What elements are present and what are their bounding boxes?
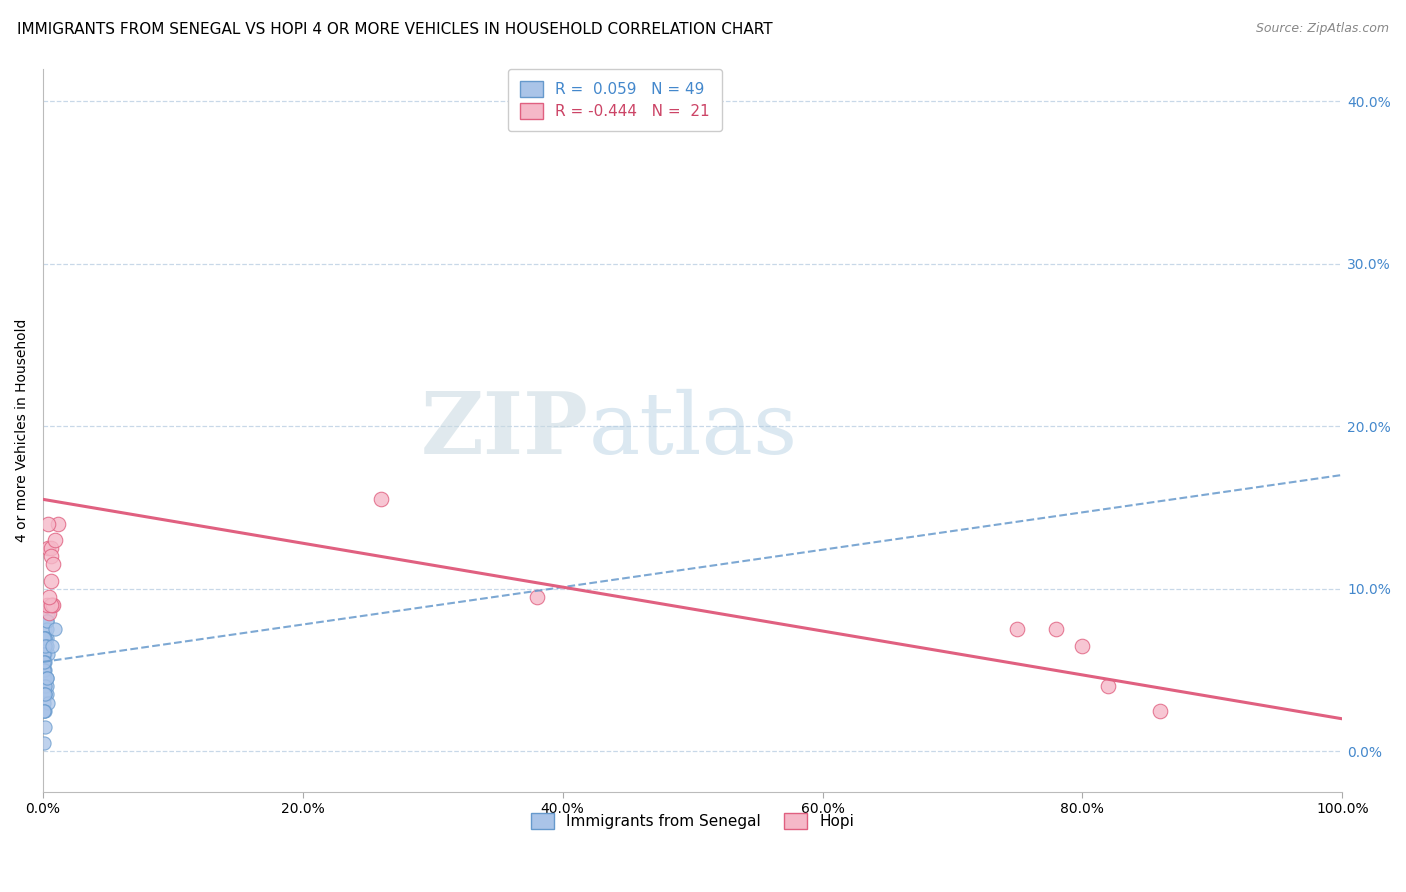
- Point: [35, 671, 58, 685]
- Point: [32, 655, 55, 669]
- Point: [1007, 623, 1029, 637]
- Point: [44, 623, 66, 637]
- Point: [35, 598, 58, 612]
- Point: [34, 687, 56, 701]
- Point: [37, 696, 59, 710]
- Point: [32, 647, 55, 661]
- Point: [32, 696, 55, 710]
- Point: [32, 736, 55, 750]
- Point: [32, 687, 55, 701]
- Point: [32, 663, 55, 677]
- Point: [38, 590, 60, 604]
- Point: [35, 639, 58, 653]
- Point: [37, 647, 59, 661]
- Point: [35, 614, 58, 628]
- Point: [34, 671, 56, 685]
- Point: [32, 704, 55, 718]
- Point: [35, 671, 58, 685]
- Text: ZIP: ZIP: [420, 388, 589, 472]
- Point: [34, 671, 56, 685]
- Point: [48, 516, 70, 531]
- Point: [44, 533, 66, 547]
- Point: [39, 541, 62, 555]
- Point: [41, 598, 63, 612]
- Point: [35, 679, 58, 693]
- Point: [32, 639, 55, 653]
- Text: IMMIGRANTS FROM SENEGAL VS HOPI 4 OR MORE VEHICLES IN HOUSEHOLD CORRELATION CHAR: IMMIGRANTS FROM SENEGAL VS HOPI 4 OR MOR…: [17, 22, 772, 37]
- Point: [32, 671, 55, 685]
- Legend: Immigrants from Senegal, Hopi: Immigrants from Senegal, Hopi: [524, 806, 860, 835]
- Point: [32, 679, 55, 693]
- Point: [39, 598, 62, 612]
- Text: Source: ZipAtlas.com: Source: ZipAtlas.com: [1256, 22, 1389, 36]
- Point: [34, 631, 56, 645]
- Point: [32, 655, 55, 669]
- Point: [38, 606, 60, 620]
- Point: [526, 590, 548, 604]
- Point: [1149, 704, 1171, 718]
- Y-axis label: 4 or more Vehicles in Household: 4 or more Vehicles in Household: [15, 318, 30, 542]
- Point: [35, 631, 58, 645]
- Point: [37, 541, 59, 555]
- Point: [32, 663, 55, 677]
- Point: [32, 647, 55, 661]
- Point: [35, 614, 58, 628]
- Point: [34, 631, 56, 645]
- Point: [34, 663, 56, 677]
- Point: [370, 492, 392, 507]
- Point: [34, 639, 56, 653]
- Point: [32, 663, 55, 677]
- Point: [34, 639, 56, 653]
- Point: [32, 639, 55, 653]
- Point: [32, 655, 55, 669]
- Point: [35, 687, 58, 701]
- Point: [42, 558, 65, 572]
- Point: [39, 574, 62, 588]
- Point: [32, 655, 55, 669]
- Point: [34, 704, 56, 718]
- Point: [1071, 639, 1094, 653]
- Point: [39, 549, 62, 564]
- Text: atlas: atlas: [589, 389, 797, 472]
- Point: [37, 516, 59, 531]
- Point: [32, 631, 55, 645]
- Point: [34, 655, 56, 669]
- Point: [32, 704, 55, 718]
- Point: [34, 679, 56, 693]
- Point: [34, 647, 56, 661]
- Point: [34, 720, 56, 734]
- Point: [41, 639, 63, 653]
- Point: [42, 598, 65, 612]
- Point: [35, 623, 58, 637]
- Point: [1097, 679, 1119, 693]
- Point: [34, 623, 56, 637]
- Point: [32, 679, 55, 693]
- Point: [37, 606, 59, 620]
- Point: [34, 687, 56, 701]
- Point: [1045, 623, 1067, 637]
